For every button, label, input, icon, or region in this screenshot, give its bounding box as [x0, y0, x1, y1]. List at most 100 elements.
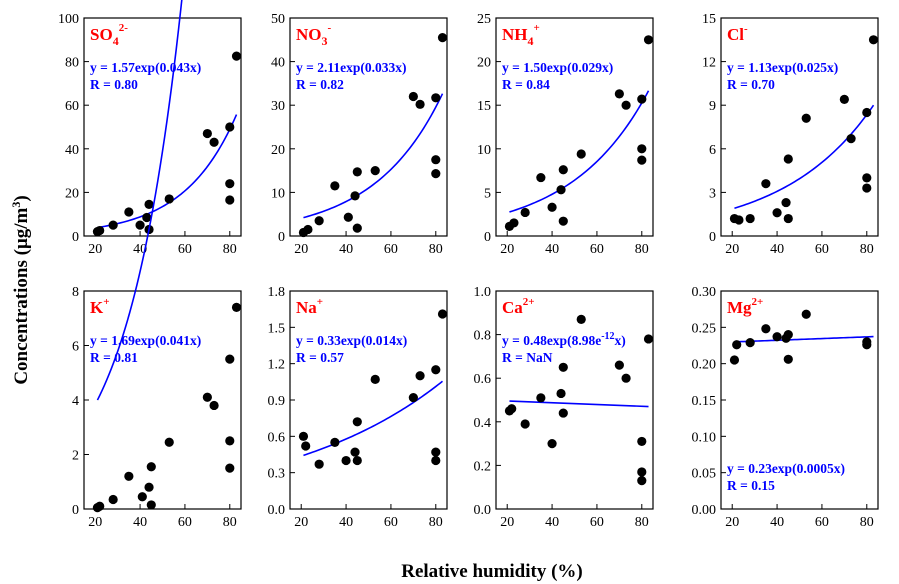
data-point: [350, 191, 360, 201]
x-tick-label: 20: [88, 242, 102, 257]
data-point: [839, 94, 849, 104]
y-tick-label: 1.5: [268, 321, 286, 336]
data-point: [783, 154, 793, 164]
plot-frame: [289, 290, 448, 510]
data-point: [637, 436, 647, 447]
data-point: [783, 330, 793, 340]
fit-equation: y = 1.69exp(0.041x): [90, 333, 201, 348]
y-tick-label: 0.20: [692, 358, 717, 373]
ion-subscript: 4: [528, 34, 534, 48]
data-point: [330, 437, 340, 447]
data-point: [745, 213, 755, 224]
y-tick-label: 0.9: [268, 394, 286, 409]
fit-equation-end: x): [615, 333, 626, 348]
y-tick-label: 10: [477, 143, 491, 158]
y-tick-label: 0.4: [474, 416, 492, 431]
data-point: [352, 455, 362, 466]
fit-equation: y = 0.23exp(0.0005x): [727, 461, 845, 476]
plot-frame: [495, 17, 654, 237]
y-tick-label: 0: [72, 230, 79, 245]
ion-name: Na: [296, 298, 317, 317]
data-point: [783, 354, 793, 364]
fit-equation: y = 1.57exp(0.043x): [90, 60, 201, 75]
ion-subscript: 3: [322, 34, 328, 48]
fit-equation-text: y = 1.57exp(0.043x): [90, 60, 201, 75]
correlation-r: R = 0.15: [727, 478, 775, 493]
fit-curve: [303, 93, 444, 219]
ion-label: SO42-: [90, 22, 128, 48]
ion-charge: -: [744, 23, 748, 35]
data-point: [734, 215, 744, 225]
ion-label: NO3-: [296, 22, 332, 48]
ion-charge: 2+: [752, 296, 764, 308]
y-tick-label: 0.0: [474, 503, 492, 518]
ion-label: Cl-: [727, 23, 748, 44]
x-tick-label: 60: [590, 515, 604, 530]
y-tick-label: 0.6: [268, 430, 286, 445]
data-point: [431, 169, 441, 179]
y-tick-label: 1.0: [474, 285, 492, 300]
fit-curve: [509, 400, 649, 408]
data-point: [801, 309, 811, 319]
plot-frame: [83, 290, 242, 510]
x-tick-label: 40: [770, 242, 784, 257]
data-point: [637, 155, 647, 165]
x-axis-title: Relative humidity (%): [401, 561, 583, 582]
y-tick-label: 5: [484, 186, 491, 201]
x-tick-label: 20: [725, 515, 739, 530]
data-point: [415, 371, 425, 381]
data-point: [862, 183, 872, 193]
ion-label: Mg2+: [727, 296, 763, 317]
data-point: [209, 400, 219, 411]
data-point: [108, 494, 118, 505]
y-tick-label: 0.05: [692, 467, 717, 482]
fit-curve: [734, 335, 874, 343]
fit-equation: y = 2.11exp(0.033x): [296, 60, 406, 75]
ion-charge: -: [328, 22, 332, 34]
y-tick-label: 80: [65, 56, 79, 71]
plot-frame: [720, 290, 879, 510]
data-point: [637, 476, 647, 486]
data-point: [576, 314, 586, 324]
ion-label: NH4+: [502, 22, 540, 48]
data-point: [431, 365, 441, 375]
y-tick-label: 2: [72, 449, 79, 464]
x-tick-label: 60: [384, 242, 398, 257]
correlation-r: R = 0.57: [296, 350, 344, 365]
fit-equation-text: y = 2.11exp(0.033x): [296, 60, 406, 75]
y-tick-label: 30: [271, 99, 285, 114]
plot-frame: [289, 17, 448, 237]
data-point: [614, 360, 624, 370]
data-point: [225, 195, 235, 205]
x-tick-label: 20: [725, 242, 739, 257]
data-point: [431, 155, 441, 165]
x-tick-label: 20: [294, 242, 308, 257]
y-tick-label: 0.10: [692, 430, 717, 445]
x-tick-label: 80: [223, 242, 237, 257]
fit-equation-text: y = 0.48exp(8.98e: [502, 333, 601, 348]
fit-curve: [303, 380, 444, 457]
y-tick-label: 9: [709, 99, 716, 114]
data-point: [576, 149, 586, 159]
y-tick-label: 0.8: [474, 329, 492, 344]
y-tick-label: 0: [709, 230, 716, 245]
ion-name: NO: [296, 25, 322, 44]
data-point: [352, 223, 362, 233]
y-tick-label: 20: [477, 56, 491, 71]
fit-curve: [97, 114, 238, 229]
x-tick-label: 20: [294, 515, 308, 530]
fit-equation: y = 1.13exp(0.025x): [727, 60, 838, 75]
ion-name: NH: [502, 25, 528, 44]
data-point: [231, 51, 242, 61]
x-tick-label: 60: [590, 242, 604, 257]
data-point: [520, 207, 530, 218]
correlation-r: R = 0.82: [296, 77, 344, 92]
x-tick-label: 80: [635, 515, 649, 530]
data-point: [408, 392, 418, 403]
x-tick-label: 60: [815, 515, 829, 530]
data-point: [298, 431, 309, 441]
x-tick-label: 80: [223, 515, 237, 530]
data-point: [643, 334, 654, 344]
fit-equation-text: y = 1.50exp(0.029x): [502, 60, 613, 75]
fit-equation-exponent: -12: [601, 331, 614, 342]
